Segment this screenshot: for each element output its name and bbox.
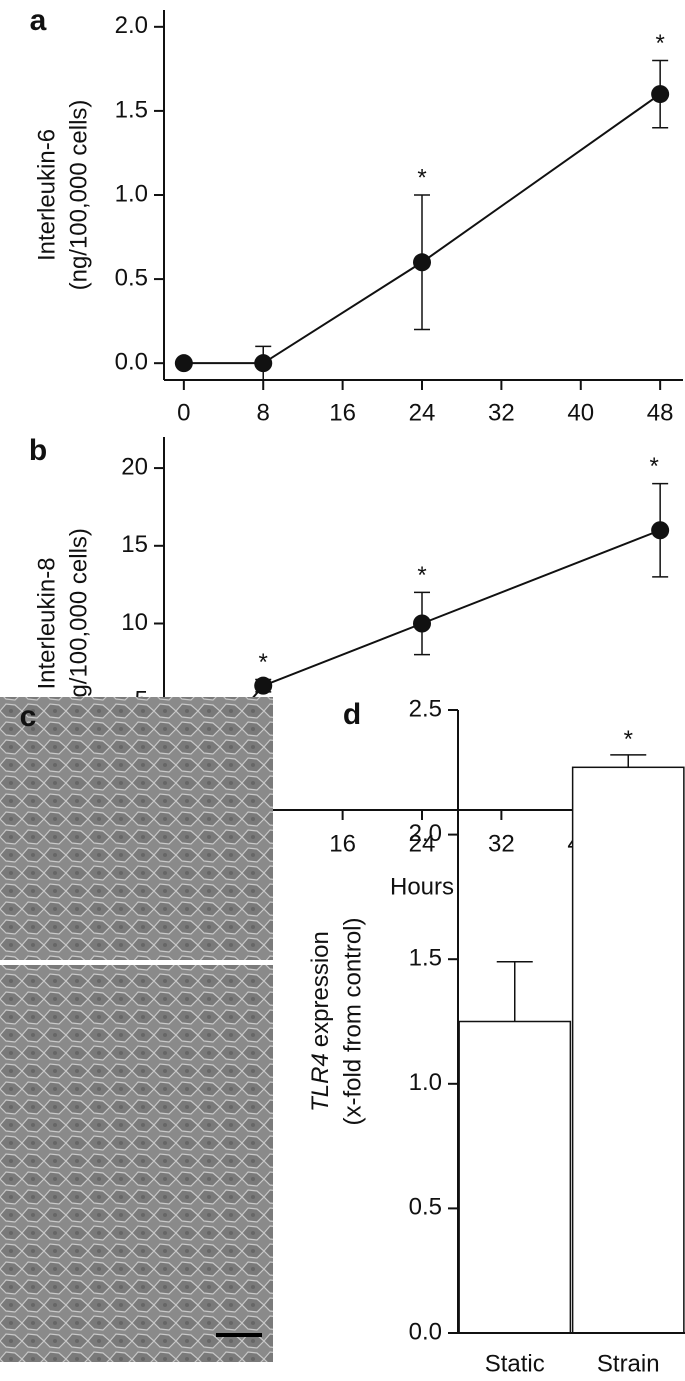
x-tick-label: Strain	[597, 1350, 660, 1377]
y-label: Interleukin-6	[33, 129, 60, 261]
y-tick-label: 1.0	[409, 1069, 442, 1096]
x-tick-label: 8	[257, 399, 270, 426]
x-tick-label: 16	[329, 399, 356, 426]
y-tick-label: 0.5	[115, 264, 148, 291]
micrograph-top	[0, 697, 273, 960]
y-tick-label: 15	[121, 531, 148, 558]
x-tick-label: 32	[488, 399, 515, 426]
x-tick-label: 16	[329, 830, 356, 857]
significance-mark: *	[259, 649, 268, 676]
y-label: (ng/100,000 cells)	[65, 100, 92, 291]
y-label: TLR4 expression	[307, 931, 334, 1112]
x-tick-label: 40	[567, 399, 594, 426]
data-point	[174, 354, 193, 373]
data-point	[651, 521, 670, 540]
y-label: (x-fold from control)	[339, 917, 366, 1125]
significance-mark: *	[417, 562, 426, 589]
y-tick-label: 1.5	[409, 945, 442, 972]
data-point	[413, 614, 431, 633]
y-tick-label: 2.0	[115, 12, 148, 39]
bar	[458, 1020, 572, 1334]
panel-label: a	[30, 4, 47, 37]
y-label-italic: TLR4	[307, 1053, 334, 1112]
y-label: Interleukin-8	[33, 557, 60, 689]
panel-label: b	[29, 434, 47, 467]
panel-label: c	[20, 700, 37, 733]
x-tick-label: Static	[485, 1350, 545, 1377]
bar	[571, 766, 685, 1334]
significance-mark: *	[624, 726, 633, 753]
error-bar	[610, 754, 647, 768]
y-tick-label: 0.0	[115, 349, 148, 376]
data-point	[254, 676, 273, 695]
significance-mark: *	[649, 453, 658, 480]
y-tick-label: 1.0	[115, 180, 148, 207]
y-tick-label: 20	[121, 453, 148, 480]
panel-label: d	[343, 698, 361, 731]
x-tick-label: 24	[409, 830, 436, 857]
x-tick-label: 32	[488, 830, 515, 857]
y-tick-label: 2.5	[409, 695, 442, 722]
x-tick-label: 48	[647, 399, 674, 426]
x-tick-label: 24	[409, 399, 436, 426]
y-label: (ng/100,000 cells)	[65, 528, 92, 719]
y-label-part: expression	[307, 931, 334, 1047]
y-tick-label: 0.0	[409, 1318, 442, 1345]
x-label: Hours	[390, 873, 454, 900]
micrograph-bottom	[0, 965, 273, 1362]
y-tick-label: 2.0	[409, 820, 442, 847]
y-tick-label: 10	[121, 609, 148, 636]
data-point	[651, 85, 670, 104]
significance-mark: *	[655, 30, 664, 57]
significance-mark: *	[417, 164, 426, 191]
data-point	[413, 253, 431, 272]
y-tick-label: 1.5	[115, 96, 148, 123]
x-tick-label: 0	[177, 399, 190, 426]
data-point	[254, 354, 273, 373]
series-line	[183, 93, 661, 365]
y-tick-label: 0.5	[409, 1194, 442, 1221]
error-bar	[496, 960, 533, 1022]
